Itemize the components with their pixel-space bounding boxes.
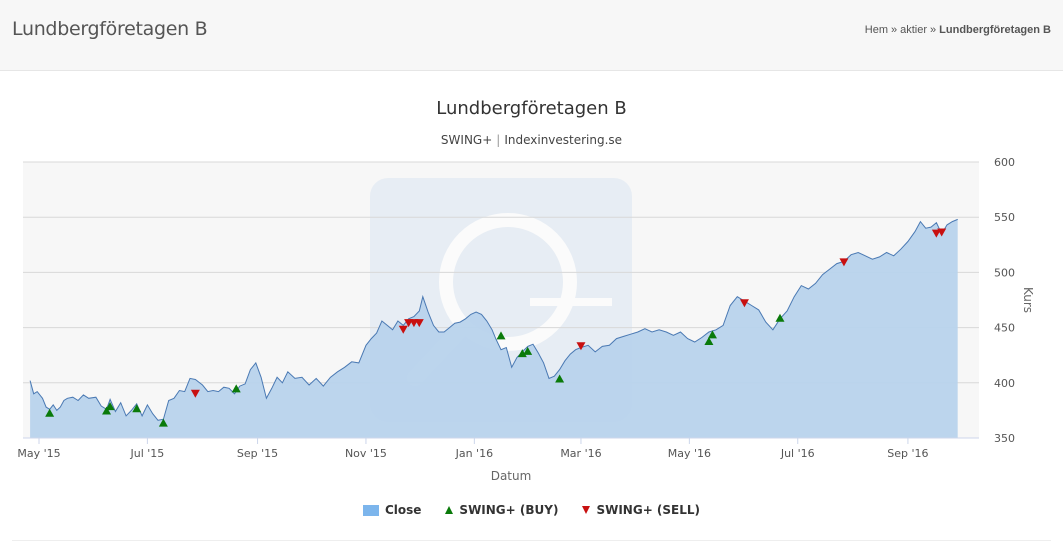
y-tick-label: 400 [994,377,1015,390]
close-line [29,218,958,421]
buy-marker [158,418,168,427]
triangle-down-icon [582,506,591,514]
triangle-up-icon [445,506,454,514]
subtitle-separator: | [496,133,501,147]
buy-marker [523,346,533,355]
buy-marker [45,408,55,417]
legend-item-close[interactable]: Close [362,503,422,517]
buy-marker [231,384,241,393]
chart-title: Lundbergföretagen B [436,98,627,119]
sell-marker [190,389,200,398]
subtitle-site: Indexinvestering.se [504,133,623,147]
price-chart[interactable]: 350 400 450 500 550 600 Kurs May '15 Jul '15 Sep … [0,150,1063,500]
breadcrumb-separator: » [930,24,937,36]
close-area [30,219,958,438]
breadcrumb: Hem» aktier» Lundbergföretagen B [865,24,1051,36]
buy-marker [132,404,142,413]
breadcrumb-aktier-link[interactable]: aktier [900,24,928,36]
sell-marker [739,299,749,308]
buy-marker [555,374,565,383]
x-tick-label: May '16 [668,447,711,460]
breadcrumb-home-link[interactable]: Hem [864,24,888,36]
breadcrumb-current: Lundbergföretagen B [939,24,1051,36]
y-tick-label: 550 [994,211,1015,224]
sell-marker [576,342,586,351]
legend-item-buy[interactable]: SWING+ (BUY) [445,503,558,517]
legend-label-close: Close [384,503,422,517]
x-tick-label: Sep '16 [887,447,928,460]
y-axis-title: Kurs [1021,287,1035,313]
buy-marker [707,330,717,339]
y-tick-label: 350 [994,432,1015,445]
watermark-ring [439,213,577,351]
sell-marker [414,319,424,328]
x-tick-label: Jul '15 [129,447,164,460]
buy-marker [775,313,785,322]
page-title: Lundbergföretagen B [12,18,208,40]
top-bar: Lundbergföretagen B Hem» aktier» Lundbergf… [0,0,1063,71]
legend-swatch-area-icon [362,504,379,516]
sell-marker [839,258,849,267]
x-tick-label: Jul '16 [780,447,815,460]
buy-marker [105,402,115,411]
sell-marker [931,229,941,238]
legend-item-sell[interactable]: SWING+ (SELL) [582,503,700,517]
buy-marker [517,349,527,358]
sell-marker [398,325,408,334]
y-tick-label: 450 [994,322,1015,335]
breadcrumb-separator: » [891,24,898,36]
sell-marker [937,228,947,237]
chart-legend: Close SWING+ (BUY) SWING+ (SELL) [0,503,1063,517]
buy-marker [704,336,714,345]
chart-subtitle: SWING+ | Indexinvestering.se [0,133,1063,147]
y-tick-label: 600 [994,156,1015,169]
x-tick-label: Mar '16 [560,447,601,460]
y-tick-label: 500 [994,266,1015,279]
buy-marker [102,406,112,415]
legend-label-sell: SWING+ (SELL) [596,503,701,517]
legend-label-buy: SWING+ (BUY) [459,503,559,517]
subtitle-swing: SWING+ [440,133,493,147]
x-axis-title: Datum [491,469,532,483]
x-tick-label: Nov '15 [345,447,387,460]
buy-marker [496,331,506,340]
x-tick-label: Sep '15 [237,447,278,460]
x-tick-label: Jan '16 [455,447,493,460]
x-tick-label: May '15 [17,447,60,460]
divider [12,540,1051,541]
